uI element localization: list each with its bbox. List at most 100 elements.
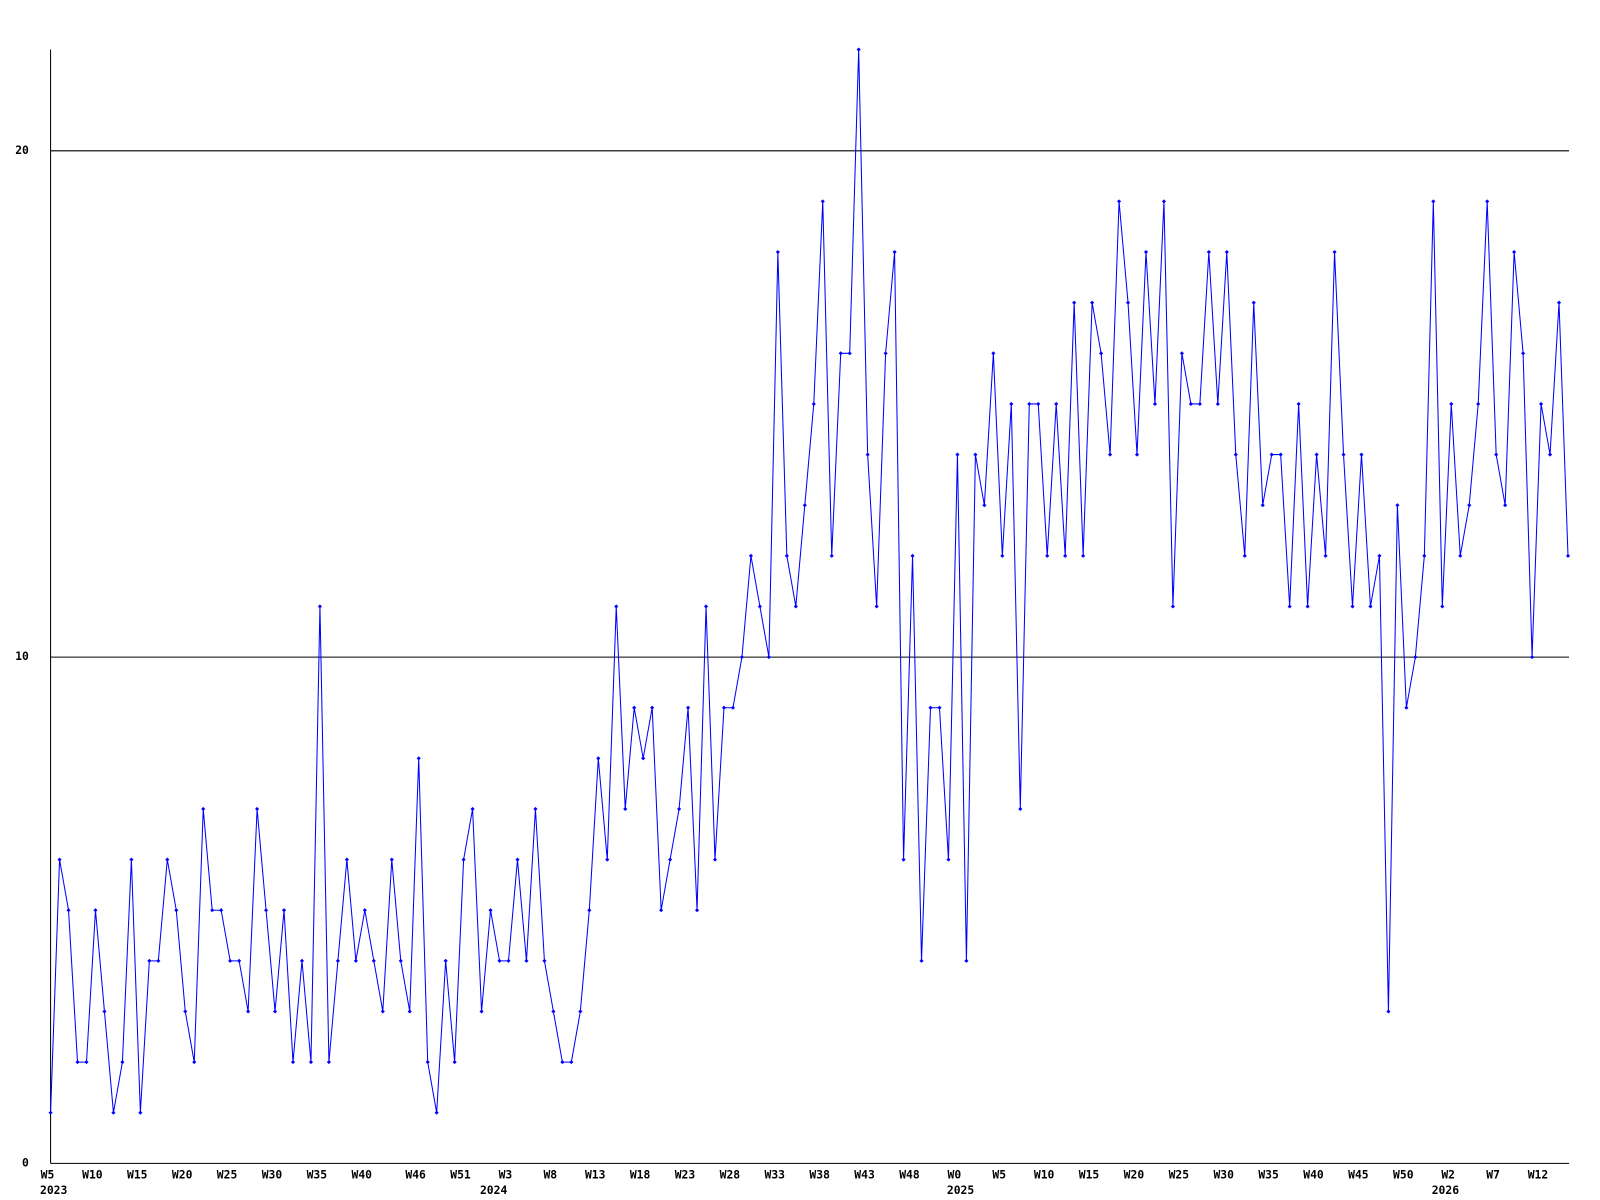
data-point: [75, 1060, 80, 1065]
data-point: [1538, 401, 1544, 407]
data-point: [605, 857, 610, 862]
data-point: [1565, 553, 1571, 558]
data-point: [569, 1060, 574, 1065]
data-point: [1422, 553, 1427, 558]
x-tick-label: W13: [585, 1168, 606, 1182]
data-point: [272, 1009, 278, 1014]
x-tick-label: W50: [1393, 1168, 1414, 1182]
data-point: [506, 958, 511, 963]
data-point: [542, 958, 547, 963]
data-point: [1386, 1009, 1391, 1014]
data-point: [335, 958, 340, 963]
x-tick-label: W28: [720, 1168, 741, 1182]
x-tick-label: W45: [1348, 1168, 1369, 1182]
data-point: [192, 1060, 197, 1065]
data-point: [793, 604, 798, 609]
data-point: [66, 908, 71, 913]
x-tick-label: W35: [1258, 1168, 1279, 1182]
data-point: [721, 705, 727, 710]
data-point: [775, 249, 780, 255]
x-tick-label: W23: [675, 1168, 696, 1182]
data-point: [237, 958, 242, 963]
data-point: [1099, 351, 1104, 356]
data-point: [1458, 553, 1463, 558]
data-point: [964, 958, 969, 963]
data-point: [120, 1060, 125, 1065]
x-tick-label: W48: [899, 1168, 920, 1182]
data-point: [686, 705, 691, 710]
x-tick-label: W38: [809, 1168, 830, 1182]
year-label: 2025: [947, 1183, 974, 1197]
data-point: [452, 1060, 457, 1065]
data-point: [1242, 553, 1247, 558]
data-point: [1503, 503, 1508, 508]
x-tick-label: W5: [992, 1168, 1006, 1182]
data-point: [425, 1060, 430, 1065]
data-point: [398, 958, 403, 963]
data-point: [829, 553, 834, 558]
data-point: [892, 249, 897, 255]
data-point: [838, 351, 843, 356]
data-point: [102, 1009, 107, 1014]
x-tick-label: W3: [499, 1168, 513, 1182]
data-point: [1009, 401, 1014, 407]
data-point: [317, 604, 323, 609]
data-point: [883, 351, 888, 356]
data-point: [739, 655, 745, 660]
y-tick-label: 10: [15, 649, 29, 663]
data-point: [703, 604, 709, 609]
x-tick-label: W35: [307, 1168, 328, 1182]
data-point: [470, 806, 475, 812]
data-point: [371, 958, 376, 963]
data-point: [1350, 604, 1355, 609]
data-point: [147, 958, 152, 963]
data-point: [802, 503, 807, 508]
x-tick-label: W7: [1486, 1168, 1500, 1182]
x-tick-label: W33: [765, 1168, 786, 1182]
data-point: [668, 857, 673, 862]
data-point: [1215, 401, 1220, 407]
data-point: [201, 806, 206, 812]
data-point: [677, 806, 682, 812]
data-point: [1431, 199, 1436, 204]
x-tick-label: W15: [127, 1168, 148, 1182]
data-point: [1188, 401, 1193, 407]
x-tick-label: W2: [1441, 1168, 1455, 1182]
data-point: [982, 503, 987, 508]
x-tick-label: W43: [854, 1168, 875, 1182]
data-point: [138, 1110, 143, 1115]
data-point: [1278, 452, 1283, 457]
data-point: [219, 908, 224, 913]
data-point: [730, 705, 736, 710]
data-point: [1000, 553, 1005, 558]
x-tick-label: W10: [82, 1168, 103, 1182]
data-point: [1377, 553, 1382, 558]
data-point: [587, 908, 592, 913]
x-tick-label: W30: [1213, 1168, 1234, 1182]
data-point: [1134, 452, 1140, 457]
data-point: [1170, 604, 1175, 609]
y-tick-label: 20: [15, 143, 29, 157]
data-point: [1090, 300, 1095, 305]
data-point: [757, 604, 762, 609]
x-tick-label: W30: [262, 1168, 283, 1182]
x-tick-label: W20: [1124, 1168, 1145, 1182]
data-point: [434, 1110, 439, 1115]
data-point: [174, 908, 179, 913]
data-point: [1179, 351, 1184, 356]
data-point: [955, 452, 960, 457]
data-point: [1494, 452, 1499, 457]
data-point: [1395, 503, 1400, 508]
data-point: [1449, 401, 1454, 407]
x-tick-label: W15: [1079, 1168, 1100, 1182]
data-point: [210, 908, 215, 913]
data-point: [784, 553, 789, 558]
x-tick-label: W12: [1528, 1168, 1549, 1182]
x-tick-label: W5: [41, 1168, 55, 1182]
data-point: [1063, 553, 1068, 558]
data-point: [1197, 401, 1202, 407]
data-point: [641, 756, 646, 761]
data-point: [183, 1009, 188, 1014]
x-tick-label: W20: [172, 1168, 193, 1182]
data-point: [1530, 655, 1535, 660]
